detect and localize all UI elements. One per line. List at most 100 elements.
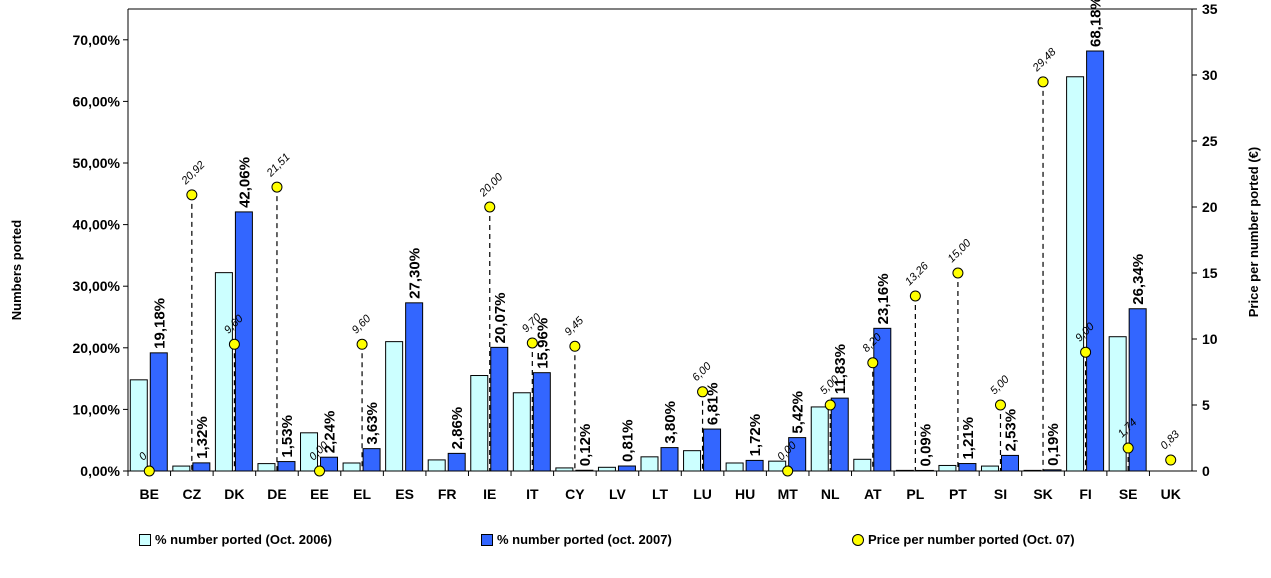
bar-2007 [192, 462, 211, 472]
bar-2007-label: 23,16% [875, 273, 892, 324]
bar-2007 [873, 327, 892, 472]
bar-2007-label: 42,06% [236, 157, 253, 208]
price-point [314, 465, 326, 477]
price-point [1037, 76, 1049, 88]
price-point [356, 338, 368, 350]
legend-swatch-2006 [139, 533, 151, 546]
x-tick-label: FR [438, 486, 457, 502]
y2-tick-label: 15 [1202, 265, 1218, 281]
price-point [526, 337, 538, 349]
price-point [1165, 454, 1177, 466]
price-label: 20,00 [477, 171, 506, 200]
x-tick-label: LT [652, 486, 669, 502]
bar-2007-label: 5,42% [790, 391, 807, 434]
bar-2007 [1043, 469, 1062, 472]
legend: % number ported (Oct. 2006) % number por… [0, 526, 1271, 556]
bar-2007 [277, 461, 296, 472]
x-tick-label: IE [483, 486, 496, 502]
price-label: 0,83 [1158, 428, 1182, 452]
price-point [143, 465, 155, 477]
bar-2007-label: 2,53% [1002, 409, 1019, 452]
bar-2007-label: 3,80% [662, 401, 679, 444]
y2-tick-label: 30 [1202, 67, 1218, 83]
price-label: 6,00 [690, 360, 714, 384]
bar-2007-label: 68,18% [1088, 0, 1105, 47]
price-label: 9,45 [563, 314, 587, 338]
x-tick-label: ES [395, 486, 414, 502]
y-tick-label: 50,00% [73, 155, 121, 171]
bar-2007 [745, 459, 764, 472]
bar-2007-label: 1,32% [194, 416, 211, 459]
legend-swatch-price [852, 533, 864, 546]
bar-2007 [447, 452, 466, 472]
bar-2007 [149, 352, 168, 472]
x-tick-label: SE [1119, 486, 1138, 502]
bar-2007 [830, 397, 849, 472]
price-point [994, 399, 1006, 411]
x-tick-label: DE [267, 486, 286, 502]
x-tick-label: IT [526, 486, 539, 502]
legend-item-price: Price per number ported (Oct. 07) [852, 532, 1075, 547]
x-tick-label: HU [735, 486, 755, 502]
price-point [697, 386, 709, 398]
x-tick-label: LU [693, 486, 712, 502]
bar-2006 [512, 392, 531, 472]
y-axis-title: Numbers ported [9, 220, 24, 320]
y2-tick-label: 35 [1202, 1, 1218, 17]
chart: 0,00% 10,00% 20,00% 30,00% 40,00% 50,00% 60,00… [9, 0, 1261, 502]
bar-2007-label: 27,30% [407, 248, 424, 299]
bar-2006 [725, 462, 744, 472]
x-tick-label: EL [353, 486, 371, 502]
bar-2007-label: 0,09% [917, 424, 934, 467]
bar-2007 [532, 372, 551, 472]
bar-2007-label: 0,12% [577, 424, 594, 467]
bar-2007-label: 0,19% [1045, 423, 1062, 466]
legend-swatch-2007 [481, 533, 493, 546]
x-tick-label: CZ [183, 486, 202, 502]
bar-2007-label: 0,81% [619, 419, 636, 462]
bar-2006 [810, 406, 829, 472]
bar-2007-label: 15,96% [534, 318, 551, 369]
y2-tick-label: 0 [1202, 463, 1210, 479]
bar-2006 [427, 459, 446, 472]
legend-label-price: Price per number ported (Oct. 07) [868, 532, 1075, 547]
bar-2007 [1000, 454, 1019, 472]
x-tick-label: CY [565, 486, 585, 502]
price-label: 9,60 [350, 312, 374, 336]
y2-axis-title: Price per number ported (€) [1246, 147, 1261, 317]
bar-2007 [405, 302, 424, 472]
bar-2007 [490, 346, 509, 472]
y2-tick-label: 25 [1202, 133, 1218, 149]
price-label: 13,26 [903, 260, 932, 289]
bar-2006 [342, 462, 361, 472]
y2-tick-label: 5 [1202, 397, 1210, 413]
price-point [1080, 346, 1092, 358]
x-tick-label: PT [949, 486, 967, 502]
bar-2007 [362, 448, 381, 472]
bar-2006 [300, 432, 319, 472]
price-point [909, 290, 921, 302]
y-tick-label: 20,00% [73, 340, 121, 356]
legend-label-2007: % number ported (oct. 2007) [497, 532, 672, 547]
price-point [782, 465, 794, 477]
bar-2007-label: 1,53% [279, 415, 296, 458]
y-tick-label: 30,00% [73, 278, 121, 294]
axes: 0,00% 10,00% 20,00% 30,00% 40,00% 50,00% 60,00… [73, 1, 1218, 502]
price-point [569, 340, 581, 352]
y-tick-label: 70,00% [73, 32, 121, 48]
x-tick-label: UK [1161, 486, 1181, 502]
bar-2006 [1066, 76, 1085, 472]
bar-2006 [597, 466, 616, 472]
x-tick-label: LV [609, 486, 627, 502]
y-tick-label: 40,00% [73, 217, 121, 233]
price-point [271, 181, 283, 193]
y-tick-label: 0,00% [80, 463, 120, 479]
bar-2007-label: 1,72% [747, 414, 764, 457]
legend-item-2007: % number ported (oct. 2007) [481, 532, 672, 547]
bar-2007 [1086, 50, 1105, 472]
x-tick-label: AT [864, 486, 882, 502]
bars: 19,18% 1,32% 42,06% 1,53% 2,24% 3,63% 27,30% 2,… [129, 0, 1147, 472]
y2-tick-label: 20 [1202, 199, 1218, 215]
x-tick-label: EE [310, 486, 329, 502]
